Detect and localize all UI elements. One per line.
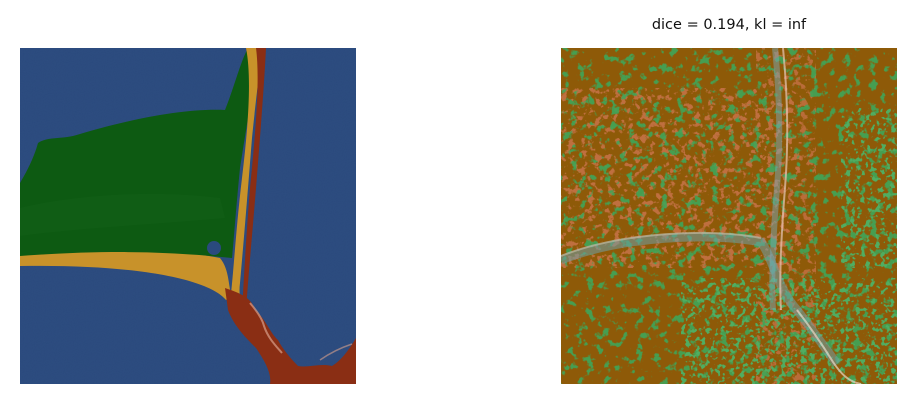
- left-segmentation-image: [20, 48, 356, 384]
- right-segmentation-panel: [561, 48, 897, 384]
- shore-edge: [242, 48, 266, 312]
- right-segmentation-image: [561, 48, 897, 384]
- green-speckle: [561, 48, 897, 384]
- pond: [207, 241, 221, 255]
- sand-spit: [20, 248, 232, 300]
- left-segmentation-panel: [20, 48, 356, 384]
- marsh-region: [225, 288, 356, 384]
- channel-band: [769, 48, 783, 311]
- sand-shore: [230, 48, 262, 323]
- panel-title: dice = 0.194, kl = inf: [651, 17, 807, 33]
